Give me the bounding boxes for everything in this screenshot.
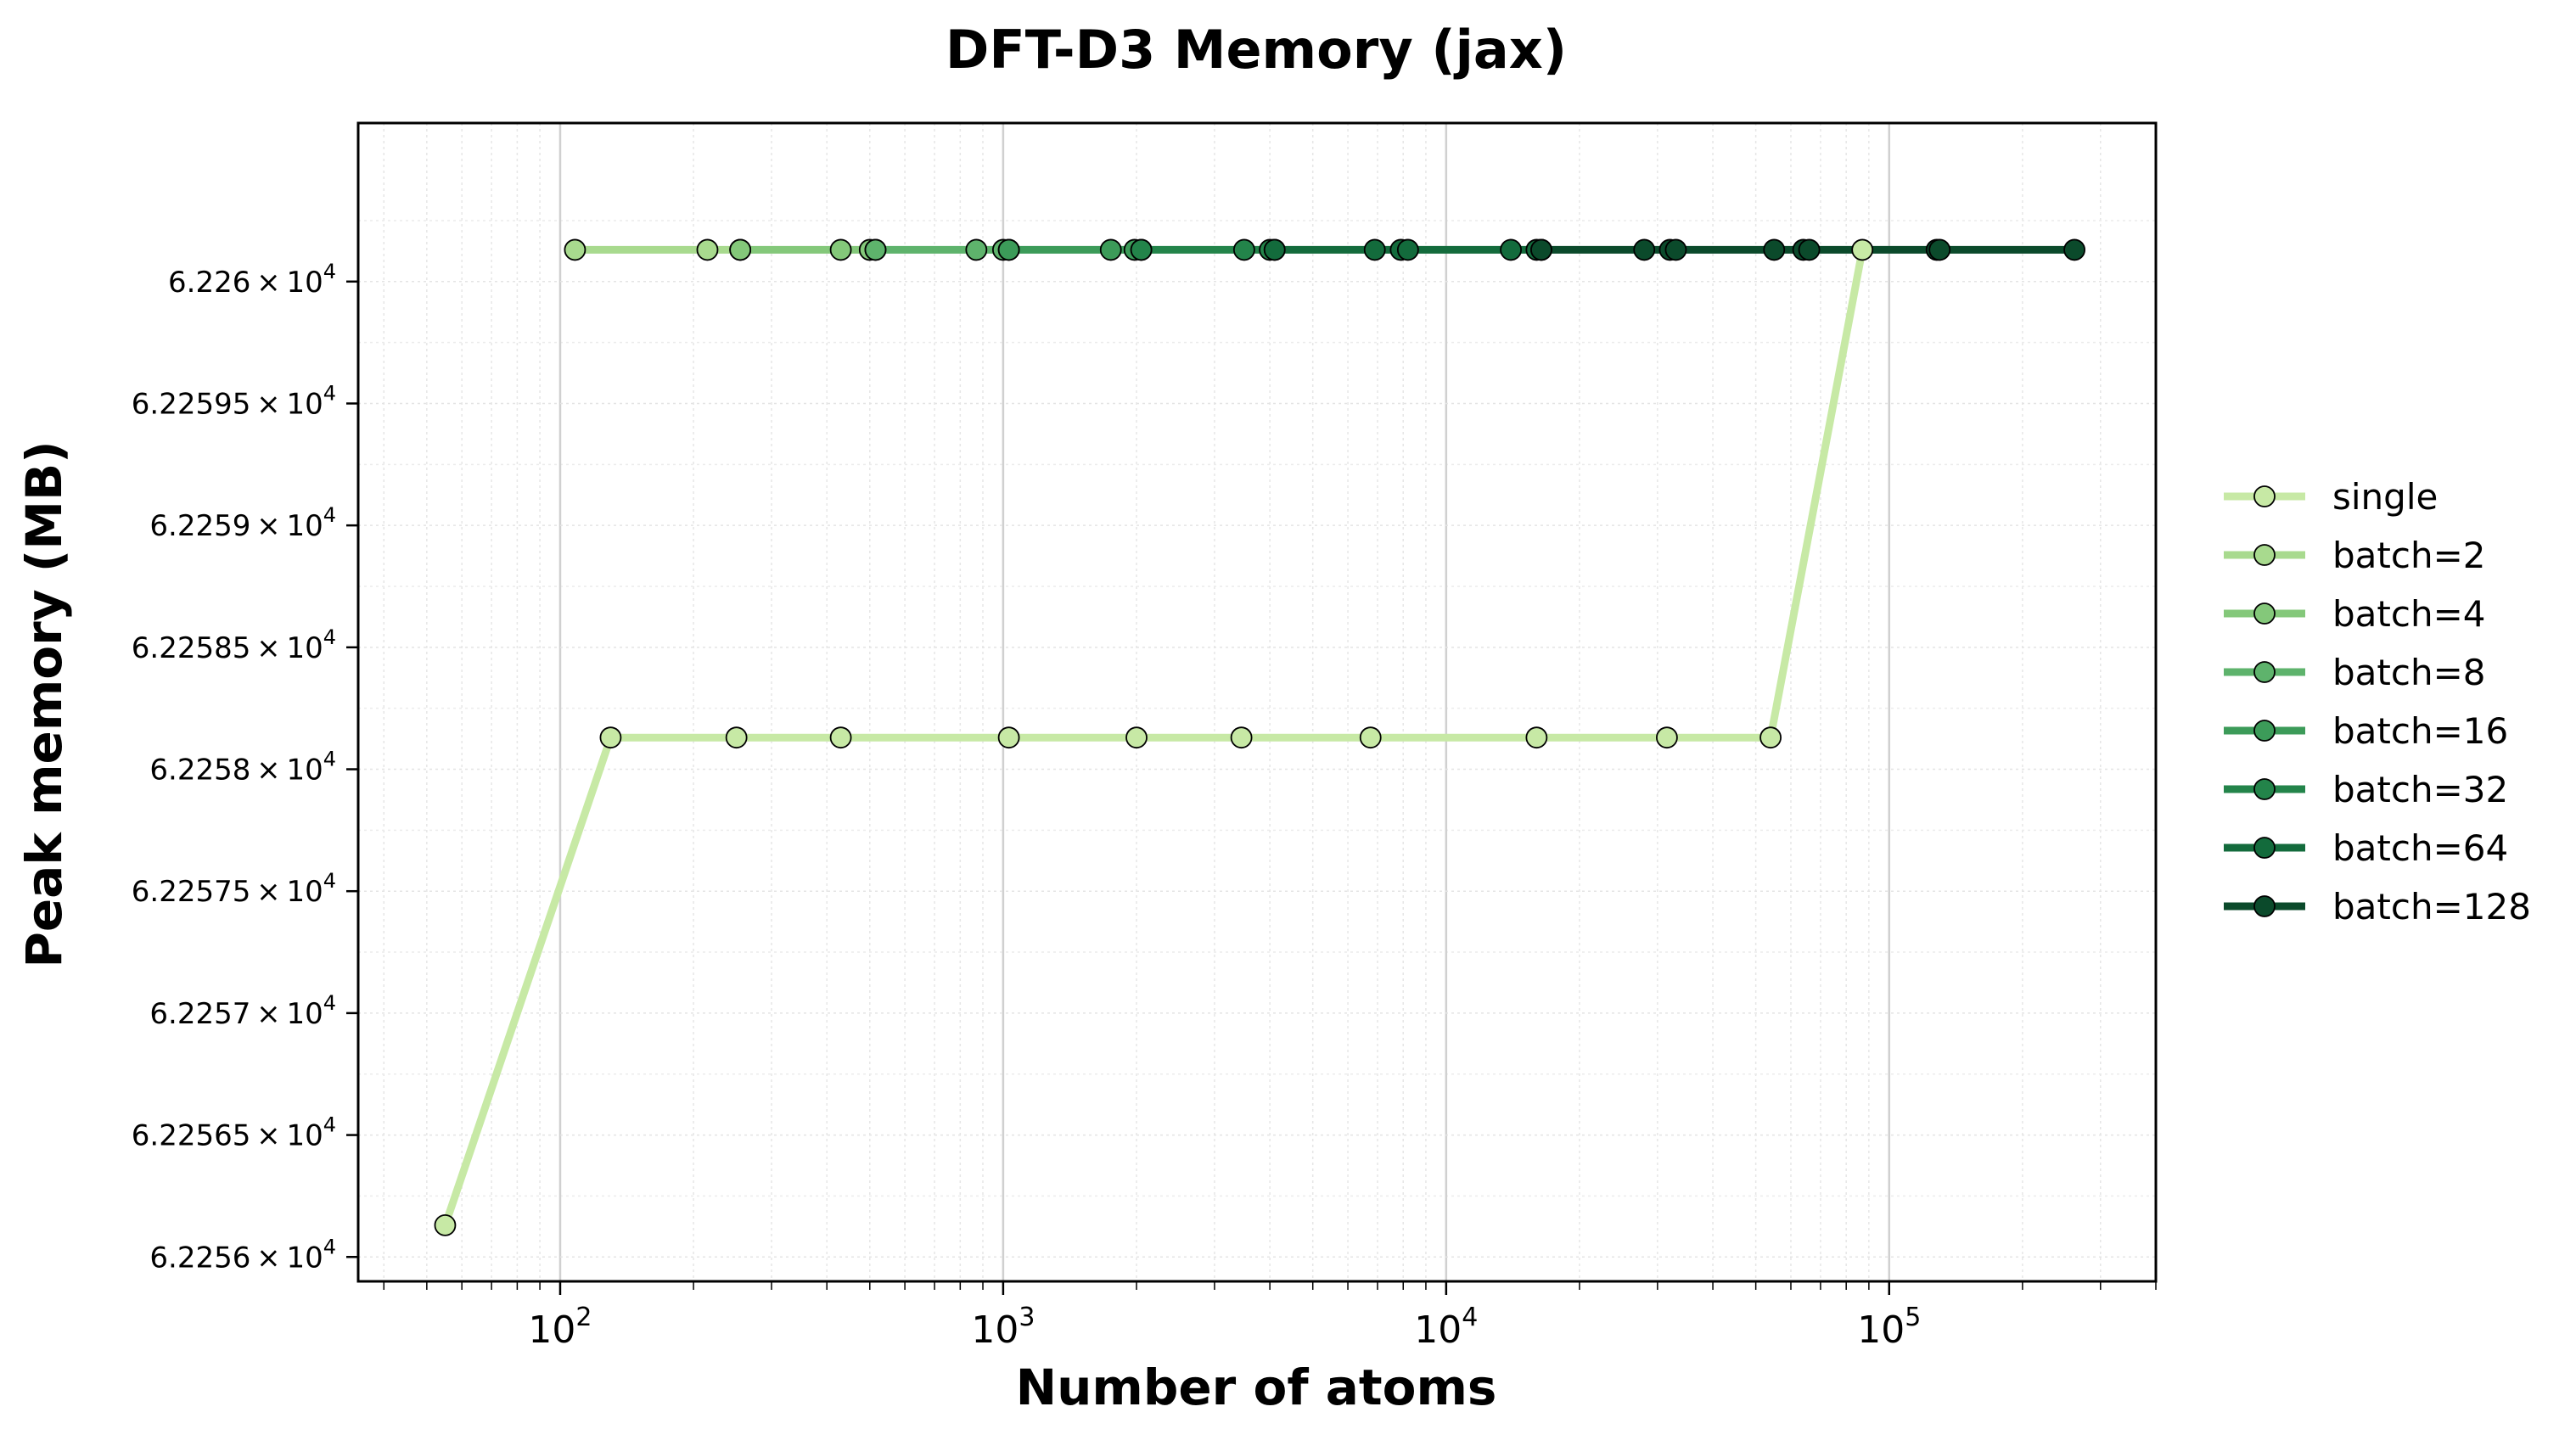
data-point-batch=32 [1232,238,1255,261]
data-point-batch=2 [564,238,586,261]
data-point-single [1230,726,1253,749]
y-tick-label: 6.2258 × 104 [149,748,336,787]
y-tick-label: 6.2257 × 104 [149,991,336,1031]
legend-label-batch=64: batch=64 [2332,827,2508,869]
data-point-batch=4 [829,238,852,261]
data-point-batch=32 [1130,238,1153,261]
legend-label-batch=32: batch=32 [2332,769,2508,810]
data-point-batch=128 [2063,238,2085,261]
y-tick-label: 6.2259 × 104 [149,503,336,543]
y-tick-label: 6.2256 × 104 [149,1235,336,1275]
legend-marker-batch=128 [2253,895,2276,917]
legend-label-batch=16: batch=16 [2332,710,2508,752]
data-point-batch=128 [1763,238,1786,261]
legend-label-batch=2: batch=2 [2332,535,2486,576]
legend-label-batch=8: batch=8 [2332,652,2486,693]
legend-marker-batch=8 [2253,661,2276,683]
plot-area: 102 103 104 105 6.2256 × 104 6.22565 × 104 6.2… [132,121,2158,1352]
legend-marker-batch=16 [2253,720,2276,742]
data-point-single [1125,726,1148,749]
data-point-batch=4 [729,238,752,261]
data-point-batch=16 [997,238,1020,261]
y-tick-label: 6.226 × 104 [168,260,336,300]
data-point-batch=64 [1500,238,1523,261]
legend-marker-batch=4 [2253,602,2276,625]
legend-marker-batch=2 [2253,544,2276,566]
y-tick-label: 6.22565 × 104 [132,1113,336,1153]
legend-marker-batch=64 [2253,837,2276,859]
data-point-batch=64 [1396,238,1419,261]
legend-label-batch=128: batch=128 [2332,886,2531,927]
data-point-single [725,726,748,749]
y-axis-label: Peak memory (MB) [15,440,73,967]
x-tick-label: 103 [971,1303,1035,1352]
data-point-batch=64 [1363,238,1386,261]
data-point-batch=64 [1263,238,1286,261]
data-point-single [1525,726,1548,749]
x-axis-label: Number of atoms [1016,1359,1497,1416]
legend: single batch=2 batch=4 batch=8 batch=16 batch… [2224,476,2531,927]
y-tick-label: 6.22575 × 104 [132,869,336,909]
x-tick-label: 104 [1414,1303,1478,1352]
data-point-batch=8 [965,238,988,261]
data-point-batch=8 [864,238,887,261]
legend-marker-batch=32 [2253,778,2276,800]
data-point-single [997,726,1020,749]
legend-label-batch=4: batch=4 [2332,593,2486,635]
data-point-single [829,726,852,749]
data-point-single [1759,726,1782,749]
data-point-single [599,726,622,749]
chart-title: DFT-D3 Memory (jax) [946,19,1567,81]
y-tick-label: 6.22585 × 104 [132,625,336,665]
x-tick-label: 105 [1857,1303,1921,1352]
legend-marker-single [2253,485,2276,507]
data-point-single [1851,238,1874,261]
data-point-batch=2 [696,238,719,261]
y-tick-label: 6.22595 × 104 [132,381,336,421]
x-tick-label: 102 [528,1303,592,1352]
data-point-single [1359,726,1382,749]
data-point-batch=128 [1633,238,1656,261]
data-point-batch=128 [1798,238,1821,261]
data-point-single [434,1214,457,1236]
data-point-batch=16 [1099,238,1122,261]
data-point-batch=128 [1664,238,1687,261]
legend-label-single: single [2332,476,2438,518]
axes-frame [356,121,2158,1283]
data-point-batch=128 [1928,238,1951,261]
data-point-single [1656,726,1678,749]
series-line-single [441,245,1866,1230]
data-point-batch=128 [1530,238,1552,261]
